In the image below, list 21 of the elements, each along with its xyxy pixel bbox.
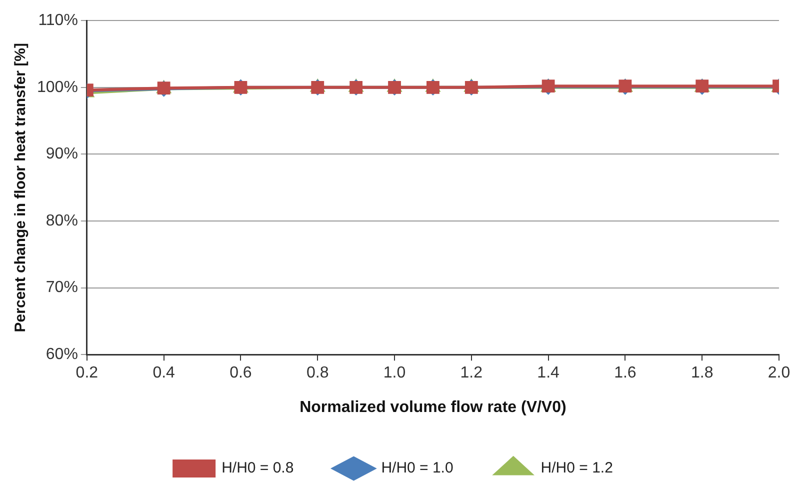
x-tick-label: 1.0 <box>383 364 406 382</box>
x-tick-label: 0.6 <box>230 364 252 382</box>
x-tick-label: 0.8 <box>306 364 329 382</box>
y-tick-label: 90% <box>46 146 78 163</box>
x-tick-label: 1.4 <box>537 364 560 382</box>
x-tick-label: 1.6 <box>614 364 636 382</box>
y-tick-label: 60% <box>46 346 78 364</box>
legend-label: H/H0 = 1.0 <box>381 460 454 477</box>
y-tick-label: 100% <box>37 78 78 96</box>
y-tick-label: 80% <box>46 212 78 230</box>
y-tick-label: 110% <box>38 12 78 30</box>
y-tick-label: 70% <box>46 279 78 296</box>
legend-label: H/H0 = 0.8 <box>222 460 294 477</box>
legend-label: H/H0 = 1.2 <box>540 460 613 477</box>
y-axis-title: Percent change in floor heat transfer [%] <box>12 42 30 332</box>
x-tick-label: 0.4 <box>152 364 176 382</box>
x-axis-title: Normalized volume flow rate (V/V0) <box>300 398 566 416</box>
x-tick-label: 2.0 <box>768 364 790 382</box>
x-tick-label: 1.8 <box>690 364 714 382</box>
x-tick-label: 0.2 <box>76 364 98 382</box>
x-tick-label: 1.2 <box>460 364 483 382</box>
